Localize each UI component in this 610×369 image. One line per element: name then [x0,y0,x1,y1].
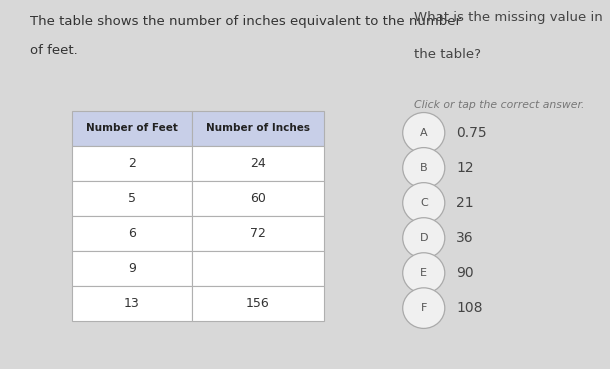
Bar [72,181,192,216]
Text: 9: 9 [128,262,136,275]
Text: Click or tap the correct answer.: Click or tap the correct answer. [414,100,585,110]
Bar [72,111,192,146]
Bar [192,181,324,216]
Bar [192,251,324,286]
Bar [192,216,324,251]
Text: F: F [420,303,427,313]
Text: Number of Inches: Number of Inches [206,123,310,133]
Text: C: C [420,198,428,208]
Ellipse shape [403,253,445,293]
Text: E: E [420,268,427,278]
Text: A: A [420,128,428,138]
Text: 21: 21 [456,196,474,210]
Text: 2: 2 [128,157,136,170]
Text: 156: 156 [246,297,270,310]
Text: The table shows the number of inches equivalent to the number: The table shows the number of inches equ… [30,15,461,28]
Text: 36: 36 [456,231,474,245]
Bar [192,111,324,146]
Text: B: B [420,163,428,173]
Bar [72,216,192,251]
Text: 5: 5 [128,192,136,205]
Ellipse shape [403,148,445,188]
Bar [192,146,324,181]
Ellipse shape [403,183,445,223]
Text: the table?: the table? [414,48,481,61]
Text: 108: 108 [456,301,483,315]
Ellipse shape [403,288,445,328]
Text: 6: 6 [128,227,136,240]
Text: 90: 90 [456,266,474,280]
Bar [72,146,192,181]
Text: Number of Feet: Number of Feet [86,123,178,133]
Text: 72: 72 [249,227,265,240]
Text: 12: 12 [456,161,474,175]
Ellipse shape [403,113,445,153]
Text: D: D [420,233,428,243]
Text: 0.75: 0.75 [456,126,487,140]
Bar [72,251,192,286]
Bar [192,286,324,321]
Bar [72,286,192,321]
Text: 24: 24 [250,157,265,170]
Text: of feet.: of feet. [30,44,77,57]
Text: What is the missing value in: What is the missing value in [414,11,603,24]
Ellipse shape [403,218,445,258]
Text: 60: 60 [249,192,265,205]
Text: 13: 13 [124,297,140,310]
